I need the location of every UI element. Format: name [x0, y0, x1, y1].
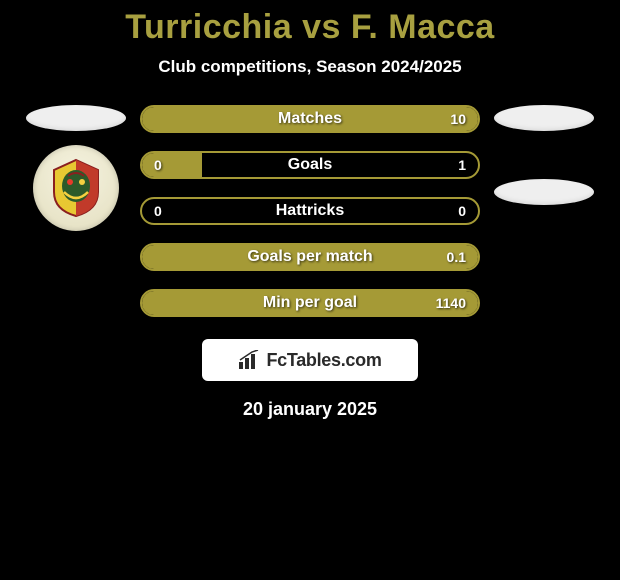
- page-title: Turricchia vs F. Macca: [0, 8, 620, 47]
- stats-infographic: Turricchia vs F. Macca Club competitions…: [0, 0, 620, 420]
- main-row: Matches 10 0 Goals 1 0 Hattricks 0 Goals…: [0, 105, 620, 317]
- left-player-col: [26, 105, 126, 231]
- subtitle: Club competitions, Season 2024/2025: [0, 57, 620, 77]
- brand-text: FcTables.com: [266, 350, 381, 371]
- club-badge-catanzaro: [33, 145, 119, 231]
- stat-right-value: 1: [426, 157, 466, 173]
- player-silhouette-right-2: [494, 179, 594, 205]
- club-crest-icon: [44, 156, 108, 220]
- right-player-col: [494, 105, 594, 205]
- stat-right-value: 0: [426, 203, 466, 219]
- player-silhouette-right-1: [494, 105, 594, 131]
- player-silhouette-left: [26, 105, 126, 131]
- stat-bars: Matches 10 0 Goals 1 0 Hattricks 0 Goals…: [140, 105, 480, 317]
- stat-right-value: 0.1: [426, 249, 466, 265]
- bar-chart-icon: [238, 350, 262, 370]
- stat-bar-min-per-goal: Min per goal 1140: [140, 289, 480, 317]
- stat-right-value: 1140: [426, 295, 466, 311]
- stat-bar-goals-per-match: Goals per match 0.1: [140, 243, 480, 271]
- date-text: 20 january 2025: [0, 399, 620, 420]
- stat-bar-hattricks: 0 Hattricks 0: [140, 197, 480, 225]
- stat-bar-matches: Matches 10: [140, 105, 480, 133]
- stat-right-value: 10: [426, 111, 466, 127]
- stat-bar-goals: 0 Goals 1: [140, 151, 480, 179]
- brand-box[interactable]: FcTables.com: [202, 339, 418, 381]
